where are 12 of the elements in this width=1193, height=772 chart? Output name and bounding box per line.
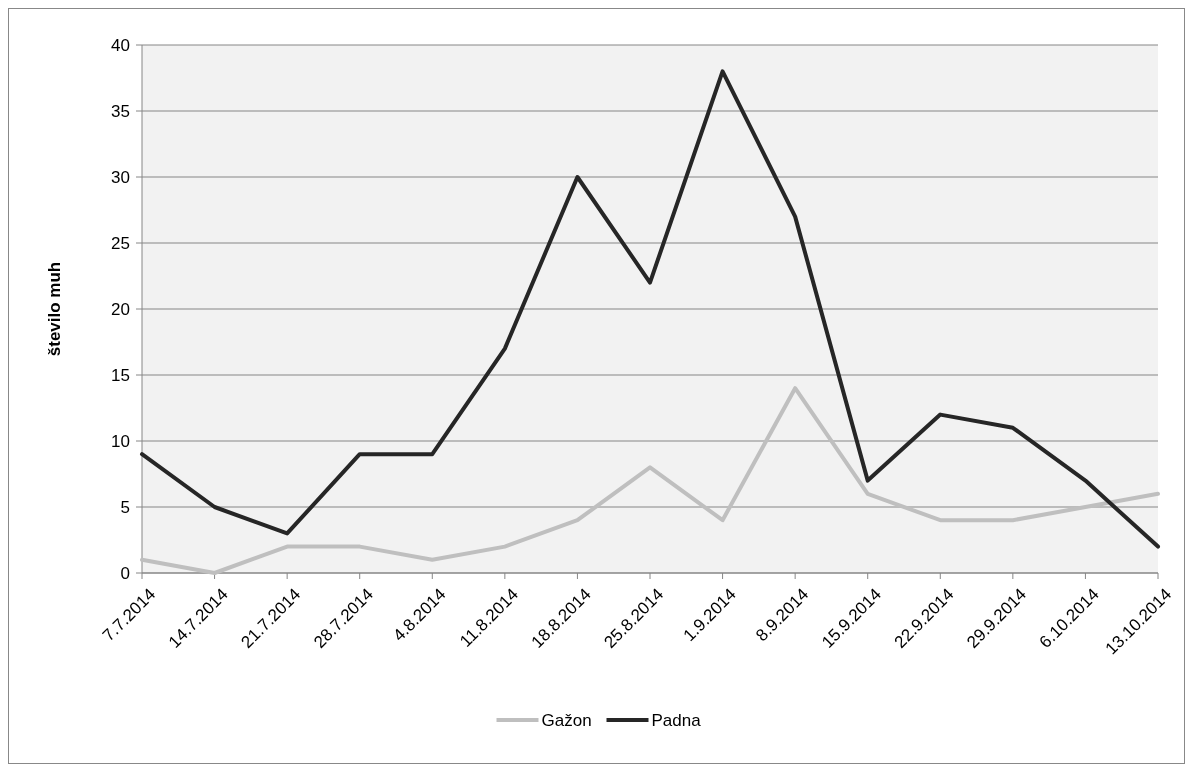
y-tick-label: 40 bbox=[111, 35, 130, 55]
y-tick-label: 20 bbox=[111, 299, 130, 319]
legend-label: Gažon bbox=[541, 710, 592, 730]
y-tick-label: 5 bbox=[120, 497, 130, 517]
y-tick-label: 0 bbox=[120, 563, 130, 583]
y-tick-label: 15 bbox=[111, 365, 130, 385]
y-axis-title: število muh bbox=[45, 261, 64, 357]
y-tick-label: 10 bbox=[111, 431, 130, 451]
y-tick-label: 35 bbox=[111, 101, 130, 121]
y-tick-label: 25 bbox=[111, 233, 130, 253]
y-tick-label: 30 bbox=[111, 167, 130, 187]
legend-label: Padna bbox=[651, 710, 702, 730]
